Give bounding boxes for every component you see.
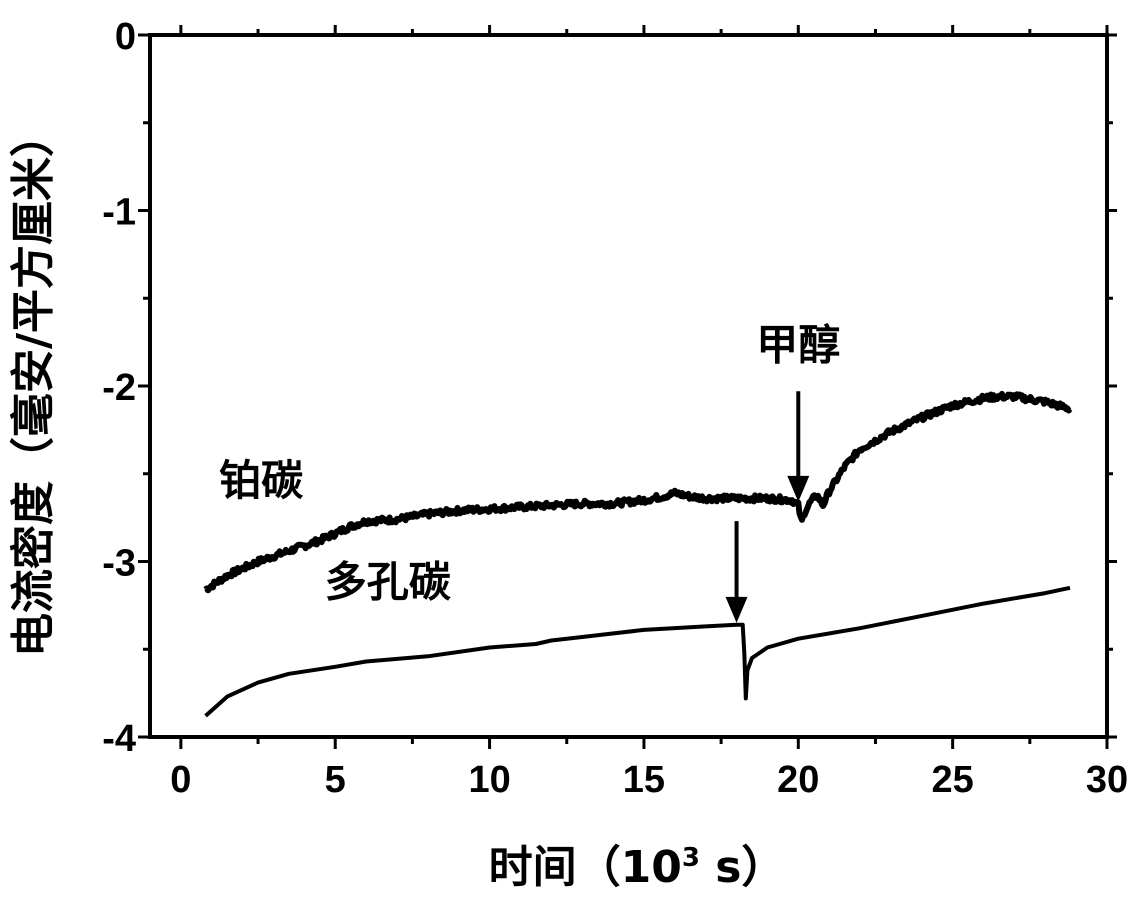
series-line-2 bbox=[204, 585, 1071, 718]
x-axis-ticks: 0 5 10 15 20 25 30 bbox=[170, 25, 1128, 801]
annotation-label-1: 铂碳 bbox=[219, 456, 304, 505]
x-tick-label: 15 bbox=[623, 759, 665, 801]
series-line-1 bbox=[203, 390, 1073, 594]
y-tick-label: -1 bbox=[102, 192, 136, 234]
series-layer bbox=[203, 390, 1073, 718]
x-tick-label: 5 bbox=[325, 759, 346, 801]
y-axis-title: 电流密度（毫安/平方厘米） bbox=[8, 113, 59, 657]
y-tick-label: -4 bbox=[102, 718, 136, 760]
x-tick-label: 25 bbox=[932, 759, 974, 801]
annotation-label-3: 甲醇 bbox=[756, 321, 840, 370]
y-tick-label: -3 bbox=[102, 543, 136, 585]
x-tick-label: 30 bbox=[1086, 759, 1128, 801]
y-axis-ticks: 0 -1 -2 -3 -4 bbox=[102, 16, 1117, 760]
x-tick-label: 10 bbox=[468, 759, 510, 801]
x-tick-label: 20 bbox=[777, 759, 819, 801]
x-axis-title: 时间（103 s） bbox=[489, 842, 786, 893]
arrow-head-1 bbox=[787, 475, 810, 502]
arrow-head-2 bbox=[725, 596, 748, 623]
annotation-label-2: 多孔碳 bbox=[325, 558, 452, 607]
x-tick-label: 0 bbox=[170, 759, 191, 801]
y-tick-label: -2 bbox=[102, 367, 136, 409]
y-tick-label: 0 bbox=[115, 16, 136, 58]
